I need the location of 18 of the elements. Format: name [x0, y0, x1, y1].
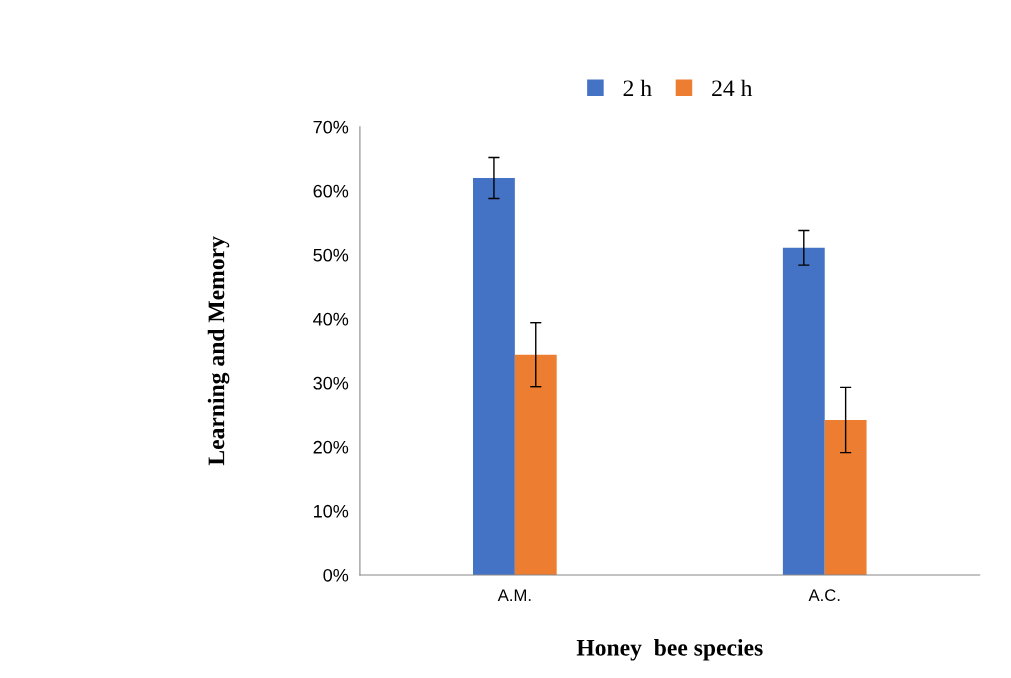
y-tick-label: 40%: [313, 312, 349, 326]
y-tick-label: 0%: [323, 568, 349, 582]
y-tick-label: 10%: [314, 504, 349, 518]
y-tick-label: 20%: [313, 440, 349, 454]
x-tick-label: A.C.: [808, 589, 840, 602]
legend-label: 24 h: [712, 79, 753, 97]
legend-label: 2 h: [623, 79, 652, 97]
bar: [782, 247, 825, 575]
y-tick-label: 70%: [313, 120, 349, 134]
bar: [824, 420, 867, 575]
y-axis-title: Learning and Memory: [207, 236, 230, 466]
bar: [473, 178, 515, 575]
y-tick-label: 30%: [313, 376, 349, 390]
y-tick-label: 50%: [313, 248, 349, 262]
x-axis-title: Honey bee species: [576, 639, 763, 661]
y-tick-label: 60%: [313, 184, 349, 198]
bar: [514, 354, 557, 575]
x-tick-label: A.M.: [497, 589, 531, 601]
